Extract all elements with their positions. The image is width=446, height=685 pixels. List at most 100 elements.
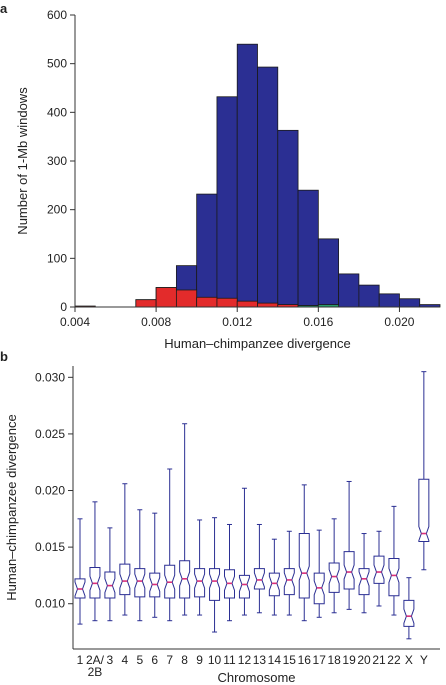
box-body [418, 478, 430, 542]
chromosome-label: 2B [88, 665, 103, 679]
chromosome-label: 17 [313, 653, 327, 667]
histogram-bar [236, 43, 258, 308]
box-chromosome [134, 509, 146, 622]
histogram-bar [317, 238, 340, 308]
box-body [134, 568, 146, 598]
box-chromosome [209, 517, 221, 633]
box-chromosome [298, 484, 310, 622]
boxplot-x-axis-title: Chromosome [217, 670, 295, 685]
boxplot-panel: b 0.010 0.015 0.020 0.025 0.030 1 2A/2B 3 4 5 6 7 8 9… [0, 349, 440, 685]
box-body [328, 562, 340, 593]
box-body [298, 533, 310, 599]
box-chromosome [418, 371, 430, 571]
chromosome-label: 14 [268, 653, 282, 667]
box-chromosome [343, 480, 355, 610]
boxplot-y-tick-label: 0.020 [35, 484, 65, 498]
boxplot-axes: 0.010 0.015 0.020 0.025 0.030 1 2A/2B 3 4 5 6 7 8 9 10… [35, 366, 440, 679]
chromosome-label: X [405, 653, 413, 667]
histogram-panel: a 0 100 200 300 400 500 600 0.004 0.008 0.012 0.01… [0, 1, 441, 351]
box-body [238, 574, 250, 599]
histogram-x-tick-label: 0.016 [303, 315, 333, 329]
chromosome-label: 21 [372, 653, 386, 667]
box-chromosome [194, 519, 206, 616]
histogram-y-tick-label: 100 [47, 251, 67, 265]
histogram-bar [378, 293, 400, 308]
boxplot-y-tick-label: 0.030 [35, 370, 65, 384]
chromosome-label: 18 [327, 653, 341, 667]
box-body [209, 568, 221, 601]
box-chromosome [224, 523, 235, 622]
boxplot-y-axis-title: Human–chimpanzee divergence [4, 414, 19, 600]
box-chromosome [388, 505, 400, 616]
box-body [343, 551, 355, 590]
chromosome-label: 4 [122, 653, 129, 667]
histogram-y-tick-label: 300 [47, 154, 67, 168]
histogram-bar [196, 296, 218, 308]
histogram-bar [135, 299, 157, 308]
chromosome-label: 20 [357, 653, 371, 667]
chromosome-label: 9 [196, 653, 203, 667]
chromosome-label: 11 [223, 653, 236, 667]
histogram-y-tick-label: 400 [47, 105, 67, 119]
box-chromosome [74, 518, 86, 625]
box-chromosome [313, 529, 325, 618]
chromosome-label: 12 [238, 653, 252, 667]
histogram-bar [175, 289, 198, 308]
histogram-bar [358, 284, 380, 308]
chromosome-label: 2A/ [86, 653, 105, 667]
boxplot-boxes [74, 371, 430, 640]
histogram-bar [216, 96, 238, 308]
box-chromosome [373, 530, 385, 607]
box-body [119, 563, 131, 596]
histogram-bar [155, 287, 177, 308]
histogram-x-tick-label: 0.008 [141, 315, 171, 329]
chromosome-label: 3 [107, 653, 114, 667]
box-chromosome [104, 527, 116, 622]
histogram-bar [216, 297, 238, 308]
histogram-bar [399, 298, 421, 308]
box-body [388, 557, 400, 597]
chromosome-label: 13 [253, 653, 267, 667]
boxplot-y-tick-label: 0.010 [35, 597, 65, 611]
box-chromosome [149, 512, 161, 618]
box-chromosome [328, 518, 340, 614]
histogram-y-tick-label: 200 [47, 203, 67, 217]
chromosome-label: 1 [77, 653, 84, 667]
histogram-y-tick-label: 600 [47, 8, 67, 22]
histogram-bar [338, 273, 360, 308]
box-body [253, 568, 265, 590]
panel-b-letter: b [0, 349, 8, 364]
box-chromosome [89, 501, 101, 622]
chromosome-label: 8 [181, 653, 188, 667]
chromosome-label: 6 [151, 653, 158, 667]
histogram-axes: 0 100 200 300 400 500 600 0.004 0.008 0.012 0.016 0… [47, 8, 440, 329]
panel-a-letter: a [0, 1, 8, 16]
box-chromosome [253, 523, 265, 614]
box-chromosome [179, 423, 191, 616]
chromosome-label: 5 [136, 653, 143, 667]
box-body [373, 555, 385, 584]
box-chromosome [283, 530, 295, 616]
chromosome-label: 15 [283, 653, 297, 667]
histogram-y-tick-label: 500 [47, 57, 67, 71]
box-chromosome [238, 487, 250, 616]
chromosome-label: 10 [208, 653, 222, 667]
chromosome-label: 16 [298, 653, 312, 667]
boxplot-y-tick-label: 0.015 [35, 540, 65, 554]
box-chromosome [164, 468, 176, 622]
histogram-x-tick-label: 0.012 [222, 315, 252, 329]
histogram-x-tick-label: 0.004 [60, 315, 90, 329]
histogram-bar [257, 302, 279, 308]
box-body [283, 568, 295, 596]
histogram-x-tick-label: 0.020 [384, 315, 414, 329]
histogram-bars [74, 43, 441, 308]
box-chromosome [119, 483, 131, 616]
histogram-bar [277, 129, 299, 308]
box-chromosome [403, 577, 415, 640]
chromosome-label: Y [420, 653, 428, 667]
histogram-x-axis-title: Human–chimpanzee divergence [164, 336, 350, 351]
chromosome-label: 22 [387, 653, 401, 667]
histogram-bar [196, 193, 218, 308]
histogram-bar [297, 189, 319, 308]
